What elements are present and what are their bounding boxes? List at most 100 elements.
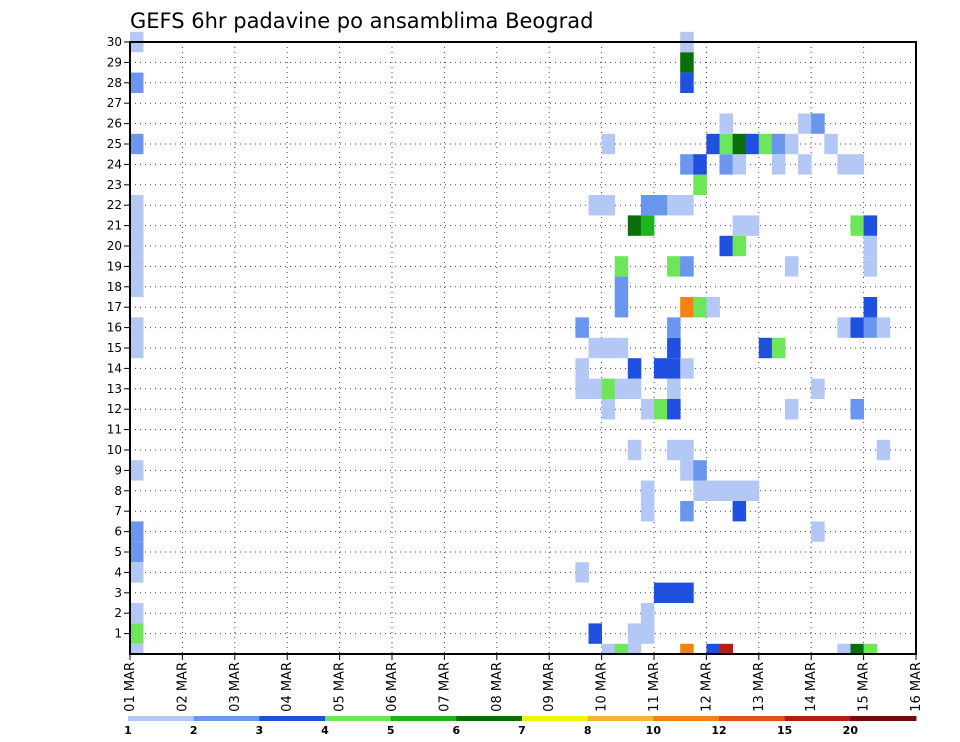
legend-swatch <box>719 716 786 721</box>
heatmap-cell <box>719 113 733 134</box>
x-tick-label: 11 MAR <box>647 662 662 712</box>
x-tick-label: 14 MAR <box>804 662 819 712</box>
legend-swatch <box>325 716 392 721</box>
heatmap-cell <box>811 521 825 542</box>
y-tick-label: 8 <box>114 484 122 498</box>
heatmap-cell <box>667 378 681 399</box>
x-tick-label: 13 MAR <box>752 662 767 712</box>
x-axis: 01 MAR 02 MAR 03 MAR 04 MAR 05 MAR 06 MAR 07 M… <box>123 654 924 712</box>
heatmap-cell <box>850 215 864 236</box>
heatmap-cell <box>614 276 629 297</box>
heatmap-cell <box>680 154 694 175</box>
heatmap-cell <box>811 378 825 399</box>
heatmap-cell <box>640 399 655 420</box>
heatmap-cell <box>863 317 878 338</box>
heatmap-cell <box>667 582 681 603</box>
heatmap-cell <box>130 603 144 624</box>
x-tick-label: 02 MAR <box>175 662 190 712</box>
heatmap-cell <box>588 378 602 399</box>
heatmap-cell <box>627 378 642 399</box>
heatmap-cell <box>575 378 589 399</box>
heatmap-cell <box>640 603 655 624</box>
heatmap-cell <box>680 643 694 654</box>
heatmap-cell <box>575 562 589 583</box>
x-tick-label: 09 MAR <box>542 662 557 712</box>
heatmap-cell <box>601 337 616 359</box>
heatmap-cell <box>758 337 773 359</box>
heatmap-cell <box>732 215 747 236</box>
heatmap-cell <box>863 256 878 277</box>
heatmap-cell <box>667 439 681 461</box>
heatmap-cell <box>745 133 760 155</box>
legend-label: 7 <box>518 724 526 737</box>
heatmap-cell <box>732 133 747 155</box>
heatmap-cell <box>680 358 694 379</box>
heatmap-cell <box>876 439 891 461</box>
heatmap-cell <box>732 235 747 257</box>
heatmap-cells <box>130 31 891 654</box>
y-tick-label: 21 <box>107 219 122 233</box>
legend-swatch <box>128 716 195 721</box>
heatmap-cell <box>601 378 616 399</box>
heatmap-cell <box>130 541 144 563</box>
heatmap-cell <box>798 113 812 134</box>
heatmap-cell <box>863 215 878 236</box>
legend-label: 4 <box>321 724 329 737</box>
legend-swatch <box>390 716 457 721</box>
y-tick-label: 18 <box>107 280 122 294</box>
heatmap-cell <box>130 317 144 338</box>
heatmap-cell <box>758 133 773 155</box>
heatmap-cell <box>601 195 616 216</box>
y-tick-label: 20 <box>107 239 122 253</box>
x-tick-label: 04 MAR <box>280 662 295 712</box>
heatmap-cell <box>771 337 786 359</box>
heatmap-cell <box>654 195 668 216</box>
legend-label: 10 <box>646 724 662 737</box>
x-tick-label: 10 MAR <box>595 662 610 712</box>
y-tick-label: 15 <box>107 341 122 355</box>
legend-swatch <box>784 716 851 721</box>
legend-label: 8 <box>584 724 592 737</box>
y-tick-label: 5 <box>114 545 122 559</box>
heatmap-cell <box>667 399 681 420</box>
y-tick-label: 11 <box>107 423 122 437</box>
heatmap-cell <box>130 460 144 481</box>
heatmap-cell <box>640 195 655 216</box>
heatmap-cell <box>640 623 655 644</box>
heatmap-cell <box>693 154 707 175</box>
heatmap-cell <box>745 480 760 501</box>
heatmap-cell <box>706 297 720 318</box>
heatmap-cell <box>130 276 144 297</box>
legend-label: 3 <box>256 724 264 737</box>
y-tick-label: 23 <box>107 178 122 192</box>
y-tick-label: 17 <box>107 300 122 314</box>
y-tick-label: 6 <box>114 525 122 539</box>
y-tick-label: 13 <box>107 382 122 396</box>
legend-swatch <box>456 716 523 721</box>
heatmap-cell <box>693 460 707 481</box>
heatmap-cell <box>627 358 642 379</box>
heatmap-cell <box>771 133 786 155</box>
heatmap-cell <box>654 358 668 379</box>
legend-swatch <box>259 716 326 721</box>
heatmap-cell <box>837 154 851 175</box>
heatmap-cell <box>732 501 747 522</box>
legend-label: 12 <box>711 724 726 737</box>
heatmap-cell <box>130 215 144 236</box>
heatmap-cell <box>785 256 799 277</box>
heatmap-cell <box>680 52 694 73</box>
heatmap-cell <box>667 317 681 338</box>
heatmap-cell <box>130 235 144 257</box>
heatmap-cell <box>575 358 589 379</box>
heatmap-cell <box>614 337 629 359</box>
y-tick-label: 22 <box>107 198 122 212</box>
heatmap-cell <box>667 256 681 277</box>
y-tick-label: 27 <box>107 96 122 110</box>
y-tick-label: 1 <box>114 627 122 641</box>
heatmap-cell <box>850 154 864 175</box>
heatmap-cell <box>719 133 733 155</box>
y-tick-label: 19 <box>107 259 122 273</box>
chart-title: GEFS 6hr padavine po ansamblima Beograd <box>130 9 593 33</box>
x-tick-label: 01 MAR <box>123 662 138 712</box>
